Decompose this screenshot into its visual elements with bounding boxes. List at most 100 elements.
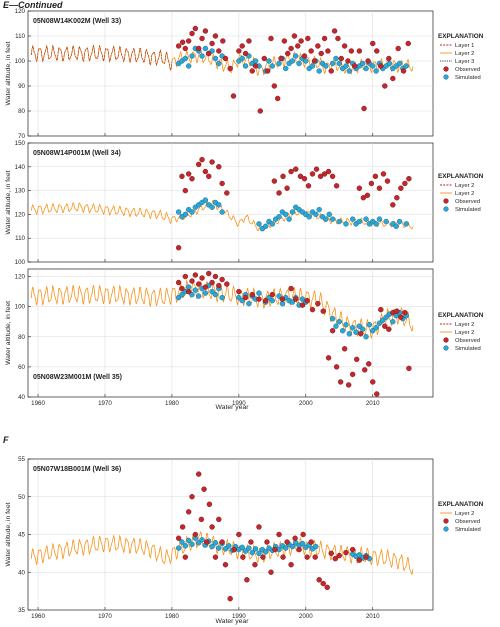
observed-point-1-20 (246, 38, 252, 44)
simulated-point-3-36 (339, 328, 346, 334)
tick-label-y-2-4: 140 (15, 164, 26, 171)
simulated-point-4-20 (242, 548, 249, 554)
tick-label-x-3-5: 2010 (366, 400, 380, 407)
simulated-point-3-39 (349, 325, 356, 331)
observed-point-4-7 (198, 516, 205, 523)
y-axis-label-4: Water altitude, in feet (5, 502, 12, 566)
observed-point-4-1 (179, 524, 186, 530)
tick-label-x-4-4: 2000 (299, 613, 313, 620)
simulated-point-1-44 (346, 68, 353, 74)
observed-point-1-40 (315, 43, 321, 49)
observed-point-2-8 (206, 173, 212, 180)
panel-title-2: 05N08W14P001M (Well 34) (33, 150, 121, 157)
simulated-point-3-28 (289, 299, 296, 305)
observed-point-2-14 (276, 190, 282, 196)
observed-point-1-42 (321, 35, 328, 42)
simulated-point-2-2 (182, 211, 189, 218)
simulated-point-2-41 (356, 218, 363, 225)
observed-point-4-5 (192, 531, 199, 538)
simulated-point-3-40 (353, 329, 359, 335)
tick-label-x-4-5: 2010 (366, 613, 380, 620)
simulated-point-1-16 (242, 63, 249, 69)
legend-label-3-0: Layer 2 (455, 322, 474, 328)
observed-point-1-50 (348, 48, 355, 54)
observed-point-1-46 (335, 35, 341, 42)
observed-point-1-39 (311, 58, 318, 64)
observed-point-4-40 (324, 584, 330, 591)
observed-point-2-3 (185, 171, 192, 177)
observed-point-4-38 (316, 577, 322, 583)
observed-point-1-44 (328, 68, 334, 74)
simulated-point-1-49 (363, 65, 369, 72)
legend-label-2-1: Layer 2 (455, 191, 474, 197)
observed-point-4-43 (336, 552, 342, 559)
simulated-point-2-8 (202, 197, 209, 203)
section-e-label: E—Continued (3, 0, 63, 10)
observed-point-3-10 (209, 279, 215, 286)
legend-symbol-3-2 (443, 337, 449, 343)
simulated-point-4-24 (256, 550, 262, 557)
tick-label-y-1-3: 100 (15, 58, 26, 65)
legends: EXPLANATION Layer 1 Layer 2 Layer 3 Observed… (438, 33, 484, 533)
observed-point-1-27 (271, 83, 278, 89)
tick-label-y-3-0: 40 (18, 394, 25, 401)
observed-point-4-44 (343, 549, 349, 556)
observed-point-1-1 (179, 39, 186, 45)
observed-point-3-1 (179, 285, 185, 292)
observed-point-2-20 (301, 175, 308, 182)
observed-point-3-0 (175, 279, 182, 286)
tick-label-x-3-0: 1960 (31, 400, 45, 407)
y-axis-label-2: Water altitude, in feet (5, 170, 12, 234)
simulated-point-4-2 (182, 543, 189, 549)
observed-point-2-19 (297, 173, 304, 180)
simulated-point-1-39 (329, 60, 336, 67)
observed-point-2-39 (398, 185, 404, 191)
observed-point-2-6 (199, 156, 205, 163)
simulated-point-4-22 (249, 549, 255, 556)
layer-2-line-4 (30, 530, 414, 575)
tick-label-x-3-1: 1970 (98, 400, 112, 407)
legend-symbol-3-3 (443, 345, 449, 351)
observed-point-1-14 (222, 55, 229, 62)
observed-point-3-13 (219, 276, 225, 283)
legend-symbol-1-4 (443, 74, 449, 80)
observed-point-4-23 (256, 524, 262, 530)
simulated-point-1-52 (373, 68, 379, 74)
observed-point-3-32 (337, 379, 344, 385)
observed-point-4-0 (175, 535, 182, 541)
observed-point-2-21 (305, 183, 312, 189)
observed-point-4-29 (280, 554, 286, 560)
simulated-point-4-3 (185, 537, 192, 544)
tick-label-x-4-0: 1960 (31, 613, 45, 620)
observed-point-2-5 (196, 161, 202, 168)
observed-point-1-32 (288, 45, 294, 52)
simulated-point-1-22 (266, 58, 272, 64)
plot-gridlines (28, 10, 433, 611)
observed-point-4-15 (222, 562, 229, 568)
observed-point-3-39 (366, 361, 372, 367)
simulated-point-1-4 (189, 53, 195, 59)
observed-point-1-29 (278, 55, 284, 62)
labels: E—Continued F Water year Water year 70 80… (3, 0, 380, 625)
simulated-point-3-10 (209, 288, 215, 295)
observed-point-3-37 (358, 331, 364, 337)
observed-point-1-57 (378, 63, 384, 69)
observed-point-2-38 (394, 195, 400, 201)
observed-point-4-47 (363, 554, 369, 560)
simulated-point-2-14 (256, 221, 262, 227)
observed-point-4-18 (236, 531, 242, 538)
observed-point-1-9 (206, 50, 212, 57)
observed-point-2-10 (216, 164, 222, 170)
simulated-point-3-51 (390, 319, 396, 325)
observed-point-2-24 (317, 173, 324, 180)
observed-point-3-23 (293, 296, 299, 302)
simulated-point-3-41 (356, 323, 363, 329)
simulated-point-1-36 (316, 68, 322, 74)
simulated-point-3-43 (363, 334, 369, 340)
observed-point-2-16 (284, 185, 290, 191)
section-f-label: F (3, 435, 9, 445)
observed-point-3-11 (212, 273, 219, 280)
legend-label-4-2: Simulated (455, 527, 481, 533)
simulated-point-4-19 (239, 544, 245, 551)
observed-point-4-26 (268, 569, 274, 575)
